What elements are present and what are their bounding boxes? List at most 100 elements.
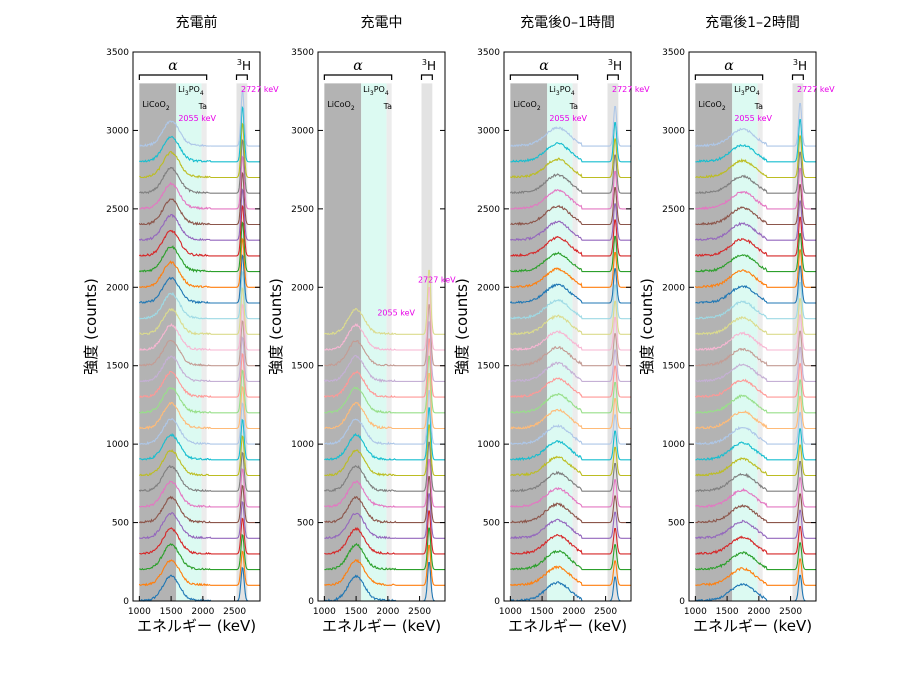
panel-title: 充電中 xyxy=(361,15,403,31)
x-tick-label: 1000 xyxy=(313,607,336,617)
spectrum-line xyxy=(138,237,260,289)
spectrum-line xyxy=(138,434,260,477)
alpha-label: α xyxy=(168,58,178,74)
alpha-label: α xyxy=(539,58,549,74)
spectrum-line xyxy=(510,527,631,555)
spectrum-line xyxy=(510,495,631,524)
spectrum-line xyxy=(138,319,260,367)
spectrum-line xyxy=(695,477,816,508)
ta-region xyxy=(201,83,207,601)
spectrum-line xyxy=(138,171,260,226)
y-tick-label: 2500 xyxy=(291,205,314,215)
y-tick-label: 0 xyxy=(679,597,685,607)
peak-label-2055: 2055 keV xyxy=(377,309,415,318)
spectrum-line xyxy=(323,441,445,493)
y-tick-label: 1500 xyxy=(662,362,685,372)
y-axis-label: 強度 (counts) xyxy=(638,278,656,375)
spectrum-line xyxy=(695,460,816,493)
spectrum-line xyxy=(324,407,445,461)
spectrum-line xyxy=(510,479,631,508)
spectrum-line xyxy=(695,330,816,367)
spectrum-line xyxy=(694,216,816,257)
alpha-bracket xyxy=(694,74,764,80)
ta-label: Ta xyxy=(569,102,579,111)
y-tick-label: 2500 xyxy=(662,205,685,215)
spectrum-line xyxy=(139,517,260,555)
spectrum-line xyxy=(324,304,445,367)
panel-1: 0 500 1000 1500 2000 2500 3000 3500 1000 1500 2000… xyxy=(82,14,279,635)
spectrum-line xyxy=(695,298,816,336)
spectrum-line xyxy=(510,219,631,258)
h3-bracket xyxy=(235,74,248,80)
y-tick-label: 2500 xyxy=(477,205,500,215)
h3-superscript: 3 xyxy=(237,58,242,67)
spectrum-line xyxy=(138,105,260,163)
y-tick-label: 3000 xyxy=(291,126,314,136)
li3po4-region xyxy=(176,83,202,601)
h3-bracket xyxy=(420,74,433,80)
spectrum-line xyxy=(695,151,816,194)
spectrum-line xyxy=(510,463,631,493)
alpha-bracket xyxy=(323,74,393,80)
spectrum-line xyxy=(324,544,445,587)
x-tick-label: 2500 xyxy=(779,607,802,617)
spectrum-line xyxy=(138,204,260,257)
li3po4-region xyxy=(732,83,758,601)
y-tick-label: 3500 xyxy=(106,48,129,58)
ta-label: Ta xyxy=(754,102,764,111)
y-tick-label: 3000 xyxy=(477,126,500,136)
y-axis-label: 強度 (counts) xyxy=(267,278,285,375)
spectrum-line xyxy=(138,188,260,242)
spectrum-line xyxy=(510,446,631,477)
peak-label-2055: 2055 keV xyxy=(549,114,587,123)
spectrum-line xyxy=(139,89,260,147)
spectrum-line xyxy=(694,363,816,398)
h3-label: 3H xyxy=(608,58,622,73)
x-axis-label: エネルギー (keV) xyxy=(137,617,256,635)
y-tick-label: 3000 xyxy=(106,126,129,136)
spectrum-line xyxy=(510,105,631,148)
h3-bracket xyxy=(606,74,619,80)
peak-label-2727: 2727 keV xyxy=(612,85,650,94)
spectrum-line xyxy=(694,102,816,148)
y-tick-label: 500 xyxy=(297,519,314,529)
spectrum-line xyxy=(695,119,816,163)
spectrum-line xyxy=(695,168,816,211)
spectrum-line xyxy=(510,187,631,226)
spectrum-line xyxy=(694,249,816,289)
spectrum-line xyxy=(510,349,631,383)
li3po4-label: Li3PO4 xyxy=(734,85,760,97)
alpha-label: α xyxy=(724,58,734,74)
spectrum-line xyxy=(138,385,260,430)
spectrum-line xyxy=(323,269,445,336)
spectrum-line xyxy=(510,398,631,430)
x-tick-label: 1000 xyxy=(128,607,151,617)
spectrum-line xyxy=(138,369,260,414)
y-tick-label: 3500 xyxy=(291,48,314,58)
h3-label: 3H xyxy=(793,58,807,73)
panel-title: 充電前 xyxy=(176,14,218,31)
spectrum-line xyxy=(695,412,816,445)
licoo2-label: LiCoO2 xyxy=(142,100,169,112)
ta-region xyxy=(386,83,392,601)
alpha-bracket xyxy=(509,74,579,80)
spectrum-line xyxy=(694,347,816,383)
spectrum-line xyxy=(138,484,260,524)
peak-label-2727: 2727 keV xyxy=(418,276,456,285)
panel-title: 充電後0–1時間 xyxy=(520,15,615,31)
x-tick-label: 2500 xyxy=(408,607,431,617)
licoo2-label: LiCoO2 xyxy=(327,100,354,112)
y-tick-label: 3000 xyxy=(662,126,685,136)
x-tick-label: 2000 xyxy=(376,607,399,617)
y-tick-label: 500 xyxy=(668,519,685,529)
peak-label-2055: 2055 keV xyxy=(734,114,772,123)
y-tick-label: 500 xyxy=(112,519,129,529)
y-tick-label: 2000 xyxy=(106,283,129,293)
panel-title: 充電後1–2時間 xyxy=(705,15,800,31)
spectrum-line xyxy=(509,284,631,320)
x-tick-label: 2000 xyxy=(747,607,770,617)
spectrum-line xyxy=(695,184,816,226)
spectrum-line xyxy=(139,138,260,195)
x-tick-label: 1500 xyxy=(345,607,368,617)
h3-main: H xyxy=(242,59,251,73)
